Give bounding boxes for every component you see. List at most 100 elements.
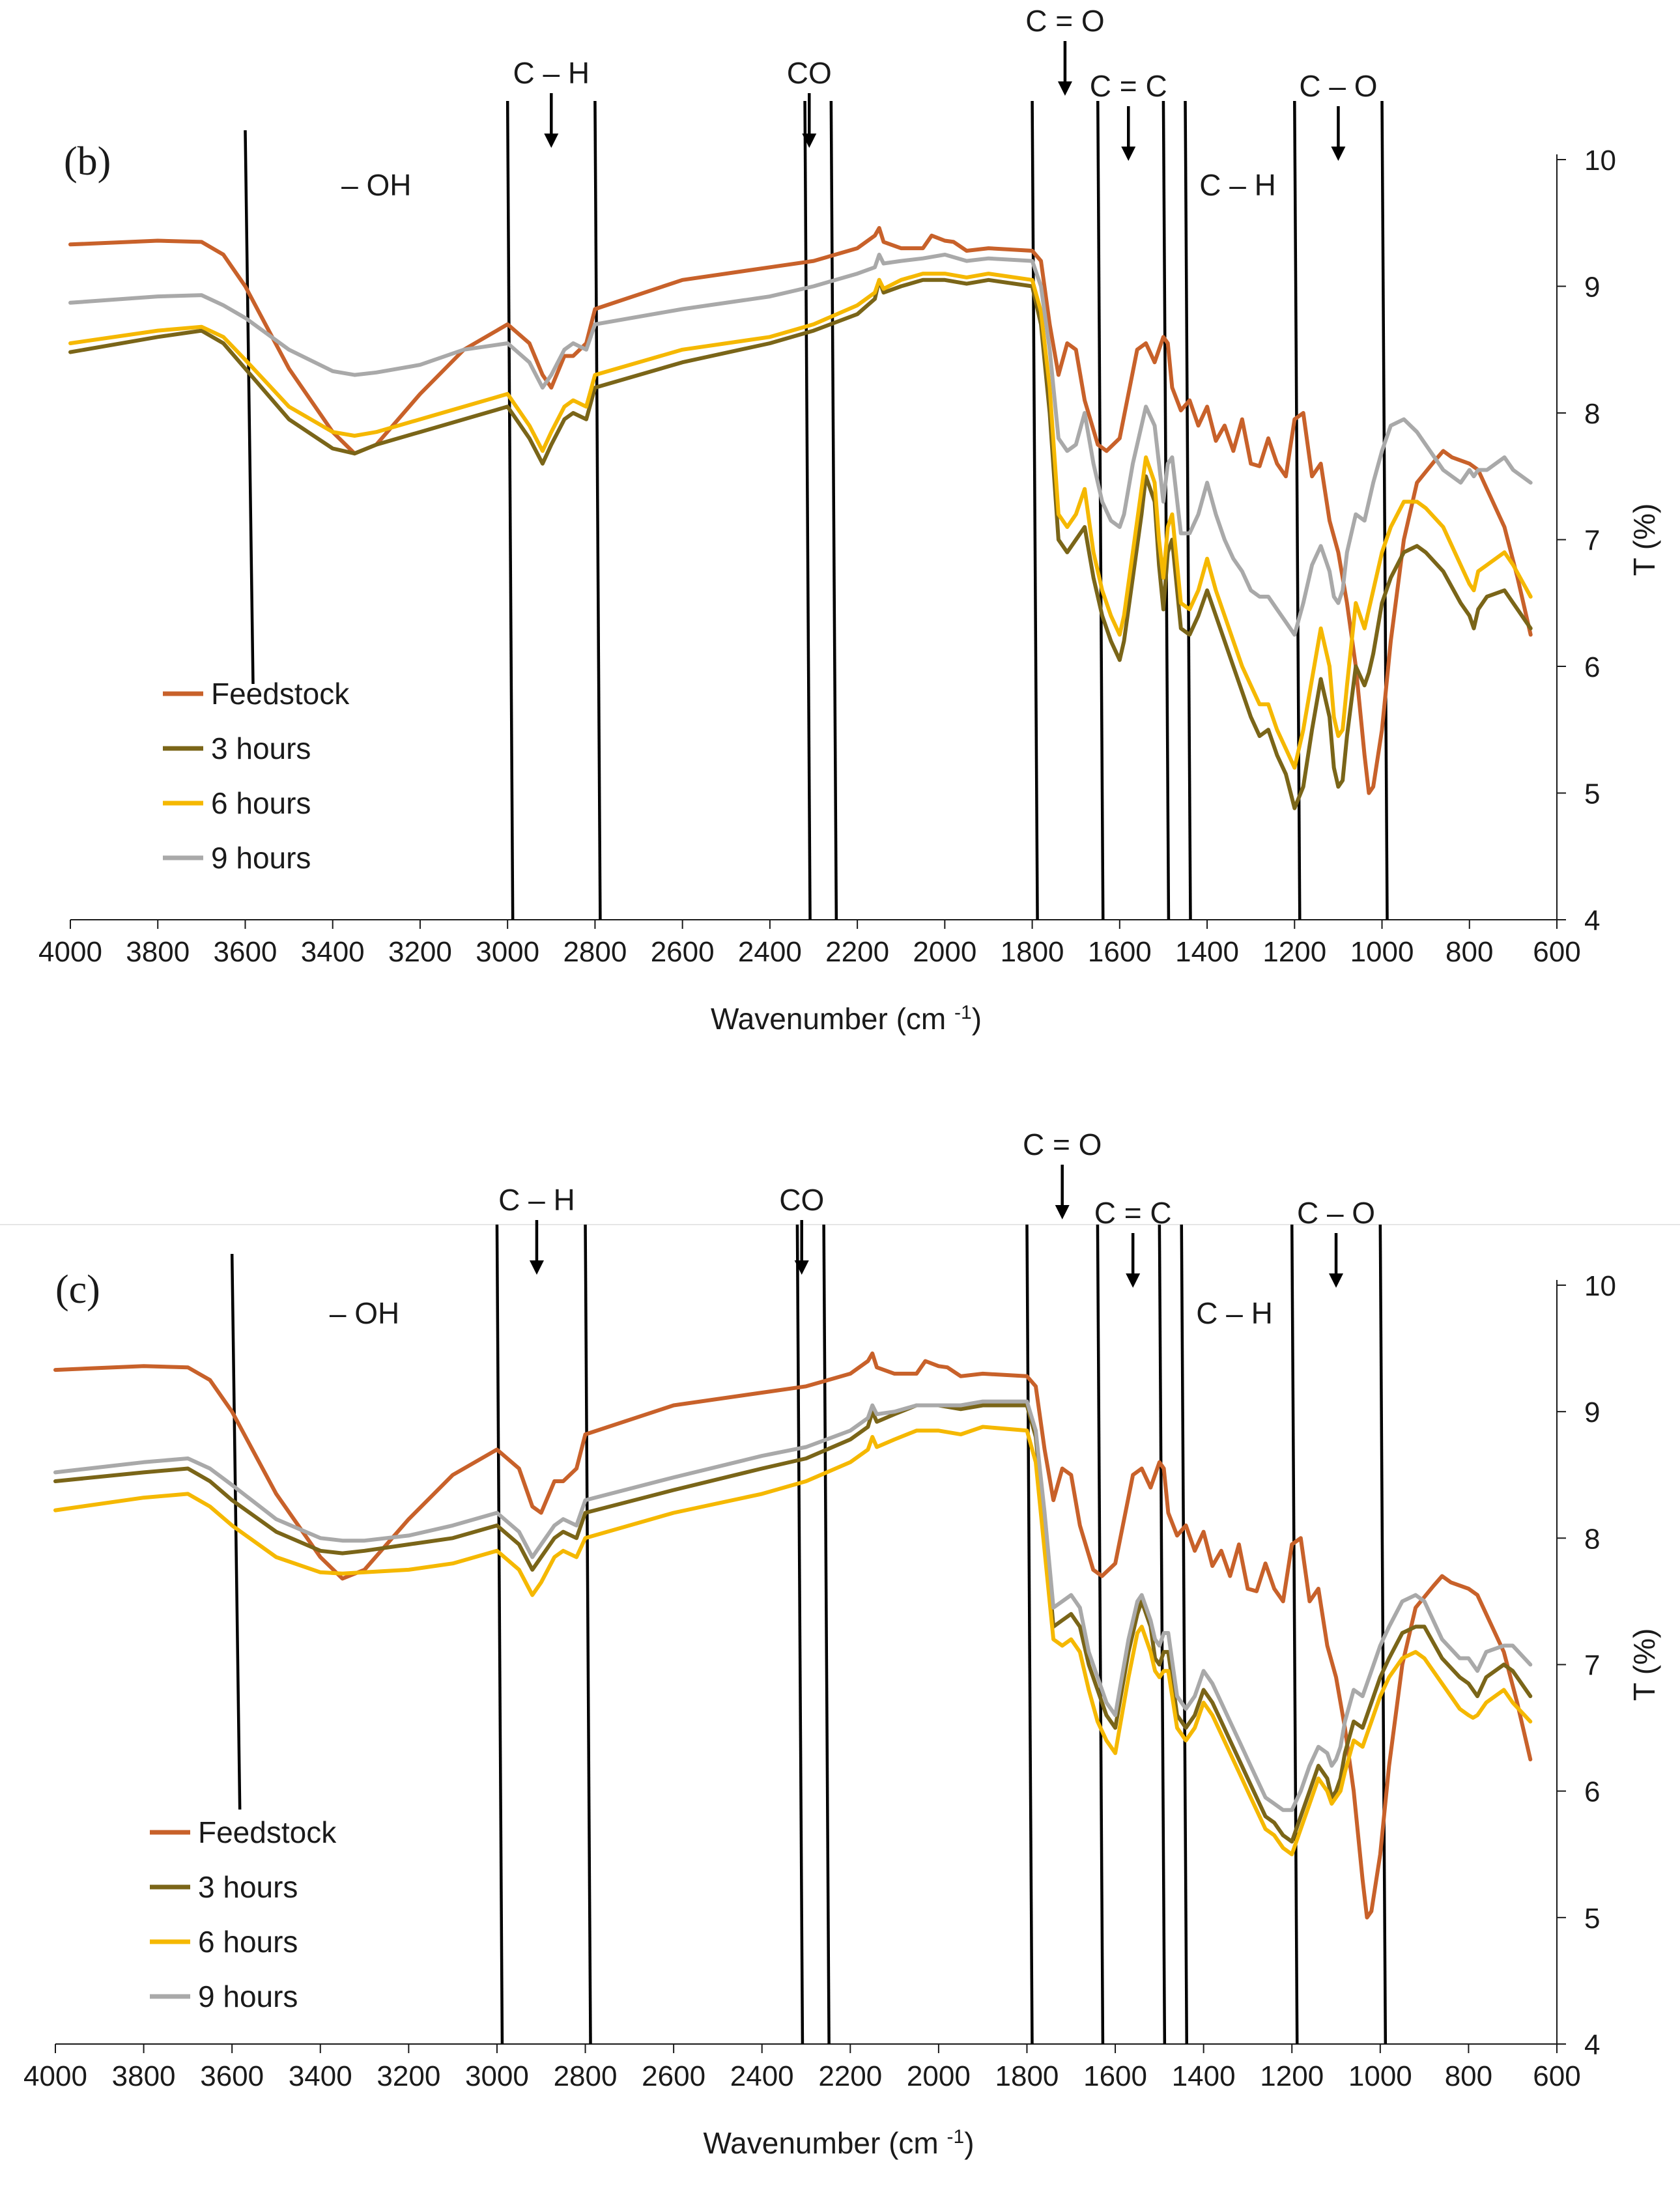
panel-label-c: (c) [55,1268,100,1312]
legend-label: 6 hours [198,1925,298,1959]
reference-line [795,1224,804,2045]
annotation-arrowhead [794,1260,809,1275]
reference-line [1096,1224,1105,2045]
band-annotation-label: C – H [1199,168,1276,202]
panel-label-b: (b) [64,139,111,184]
reference-line [1184,100,1192,920]
x-tick-label: 3800 [126,936,190,968]
y-tick-label: 8 [1584,398,1600,430]
legend-label: 3 hours [211,731,311,765]
x-tick-label: 1400 [1175,936,1239,968]
band-annotation-label: C = O [1023,1128,1102,1161]
legend-label: 9 hours [198,1980,298,2013]
x-tick-label: 1600 [1083,2060,1147,2092]
series-line-9-hours [68,252,1533,637]
x-axis-title-close: ) [972,1002,982,1036]
x-tick-label: 800 [1445,936,1493,968]
x-tick-label: 2200 [818,2060,882,2092]
band-annotation-label: C – H [513,56,590,90]
y-tick-label: 6 [1584,1776,1600,1808]
x-tick-label: 3800 [112,2060,176,2092]
series-line-3-hours [68,277,1533,810]
series-line-feedstock [68,226,1533,795]
x-tick-label: 1600 [1088,936,1152,968]
reference-line [505,100,515,920]
panel-c-chart: 4000 3800 3600 3400 3200 3000 2800 2600 2400 2200… [23,1128,1661,2160]
x-tick-label: 2400 [738,936,802,968]
reference-line [1290,1224,1299,2045]
x-axis-title: Wavenumber (cm -1) [711,1002,982,1036]
reference-line [593,100,602,920]
reference-line [1380,100,1389,920]
legend-label: 3 hours [198,1870,298,1904]
band-annotation-label: CO [779,1183,824,1217]
band-annotation-label: C = C [1090,69,1167,103]
reference-line [495,1224,504,2045]
x-tick-label: 1000 [1350,936,1414,968]
x-tick-label: 3000 [476,936,539,968]
x-tick-label: 2400 [730,2060,794,2092]
x-tick-label: 1800 [995,2060,1059,2092]
band-annotation-label: C = C [1094,1196,1172,1230]
legend-label: 6 hours [211,786,311,820]
band-annotation-label: – OH [341,168,411,202]
x-tick-label: 3600 [214,936,278,968]
annotation-arrowhead [1329,1273,1344,1288]
x-tick-label: 2000 [913,936,976,968]
reference-line [1180,1224,1188,2045]
x-tick-label: 1200 [1262,936,1326,968]
band-annotation-label: C = O [1025,4,1104,38]
x-tick-label: 3600 [200,2060,264,2092]
reference-line [244,130,255,685]
annotation-arrowhead [544,134,559,148]
x-tick-label: 3400 [301,936,365,968]
y-tick-label: 8 [1584,1523,1600,1555]
reference-line [584,1224,592,2045]
x-tick-label: 2800 [563,936,627,968]
x-tick-label: 3400 [289,2060,352,2092]
legend-label: Feedstock [211,677,350,711]
y-tick-label: 9 [1584,272,1600,304]
x-tick-label: 2800 [554,2060,618,2092]
x-tick-label: 3200 [377,2060,440,2092]
series-line-6-hours [68,272,1533,770]
x-axis-title: Wavenumber (cm -1) [703,2126,974,2161]
y-tick-label: 5 [1584,778,1600,810]
y-axis-title: T (%) [1627,504,1661,576]
panel-b-chart: 4000 3800 3600 3400 3200 3000 2800 2600 2400 2200… [38,4,1661,1036]
x-tick-label: 3000 [465,2060,529,2092]
x-tick-label: 4000 [23,2060,87,2092]
series-line-9-hours [53,1399,1533,1812]
y-tick-label: 7 [1584,525,1600,557]
x-tick-label: 1400 [1172,2060,1236,2092]
series-line-6-hours [53,1425,1533,1856]
y-tick-label: 10 [1584,1270,1616,1302]
x-axis-title-main: Wavenumber (cm [703,2126,947,2160]
y-tick-label: 4 [1584,2029,1600,2061]
reference-line [1096,100,1105,920]
series-line-3-hours [53,1403,1533,1844]
annotation-arrowhead [529,1260,544,1275]
annotation-arrowhead [802,134,817,148]
legend-label: 9 hours [211,841,311,875]
band-annotation-label: C – O [1297,1196,1375,1230]
x-axis-title-close: ) [964,2126,974,2160]
x-tick-label: 2600 [642,2060,705,2092]
reference-line [1378,1224,1388,2045]
annotation-arrowhead [1126,1273,1141,1288]
x-tick-label: 1800 [1001,936,1064,968]
band-annotation-label: – OH [330,1296,399,1330]
x-tick-label: 600 [1533,936,1580,968]
y-tick-label: 4 [1584,905,1600,937]
x-axis-title-superscript: -1 [954,1002,972,1023]
band-annotation-label: CO [787,56,832,90]
annotation-arrowhead [1057,81,1072,96]
band-annotation-label: C – O [1299,69,1377,103]
reference-line [829,100,838,920]
annotation-arrowhead [1121,147,1136,161]
y-tick-label: 7 [1584,1650,1600,1682]
y-axis-title: T (%) [1627,1628,1661,1701]
x-tick-label: 4000 [38,936,102,968]
x-tick-label: 800 [1445,2060,1492,2092]
